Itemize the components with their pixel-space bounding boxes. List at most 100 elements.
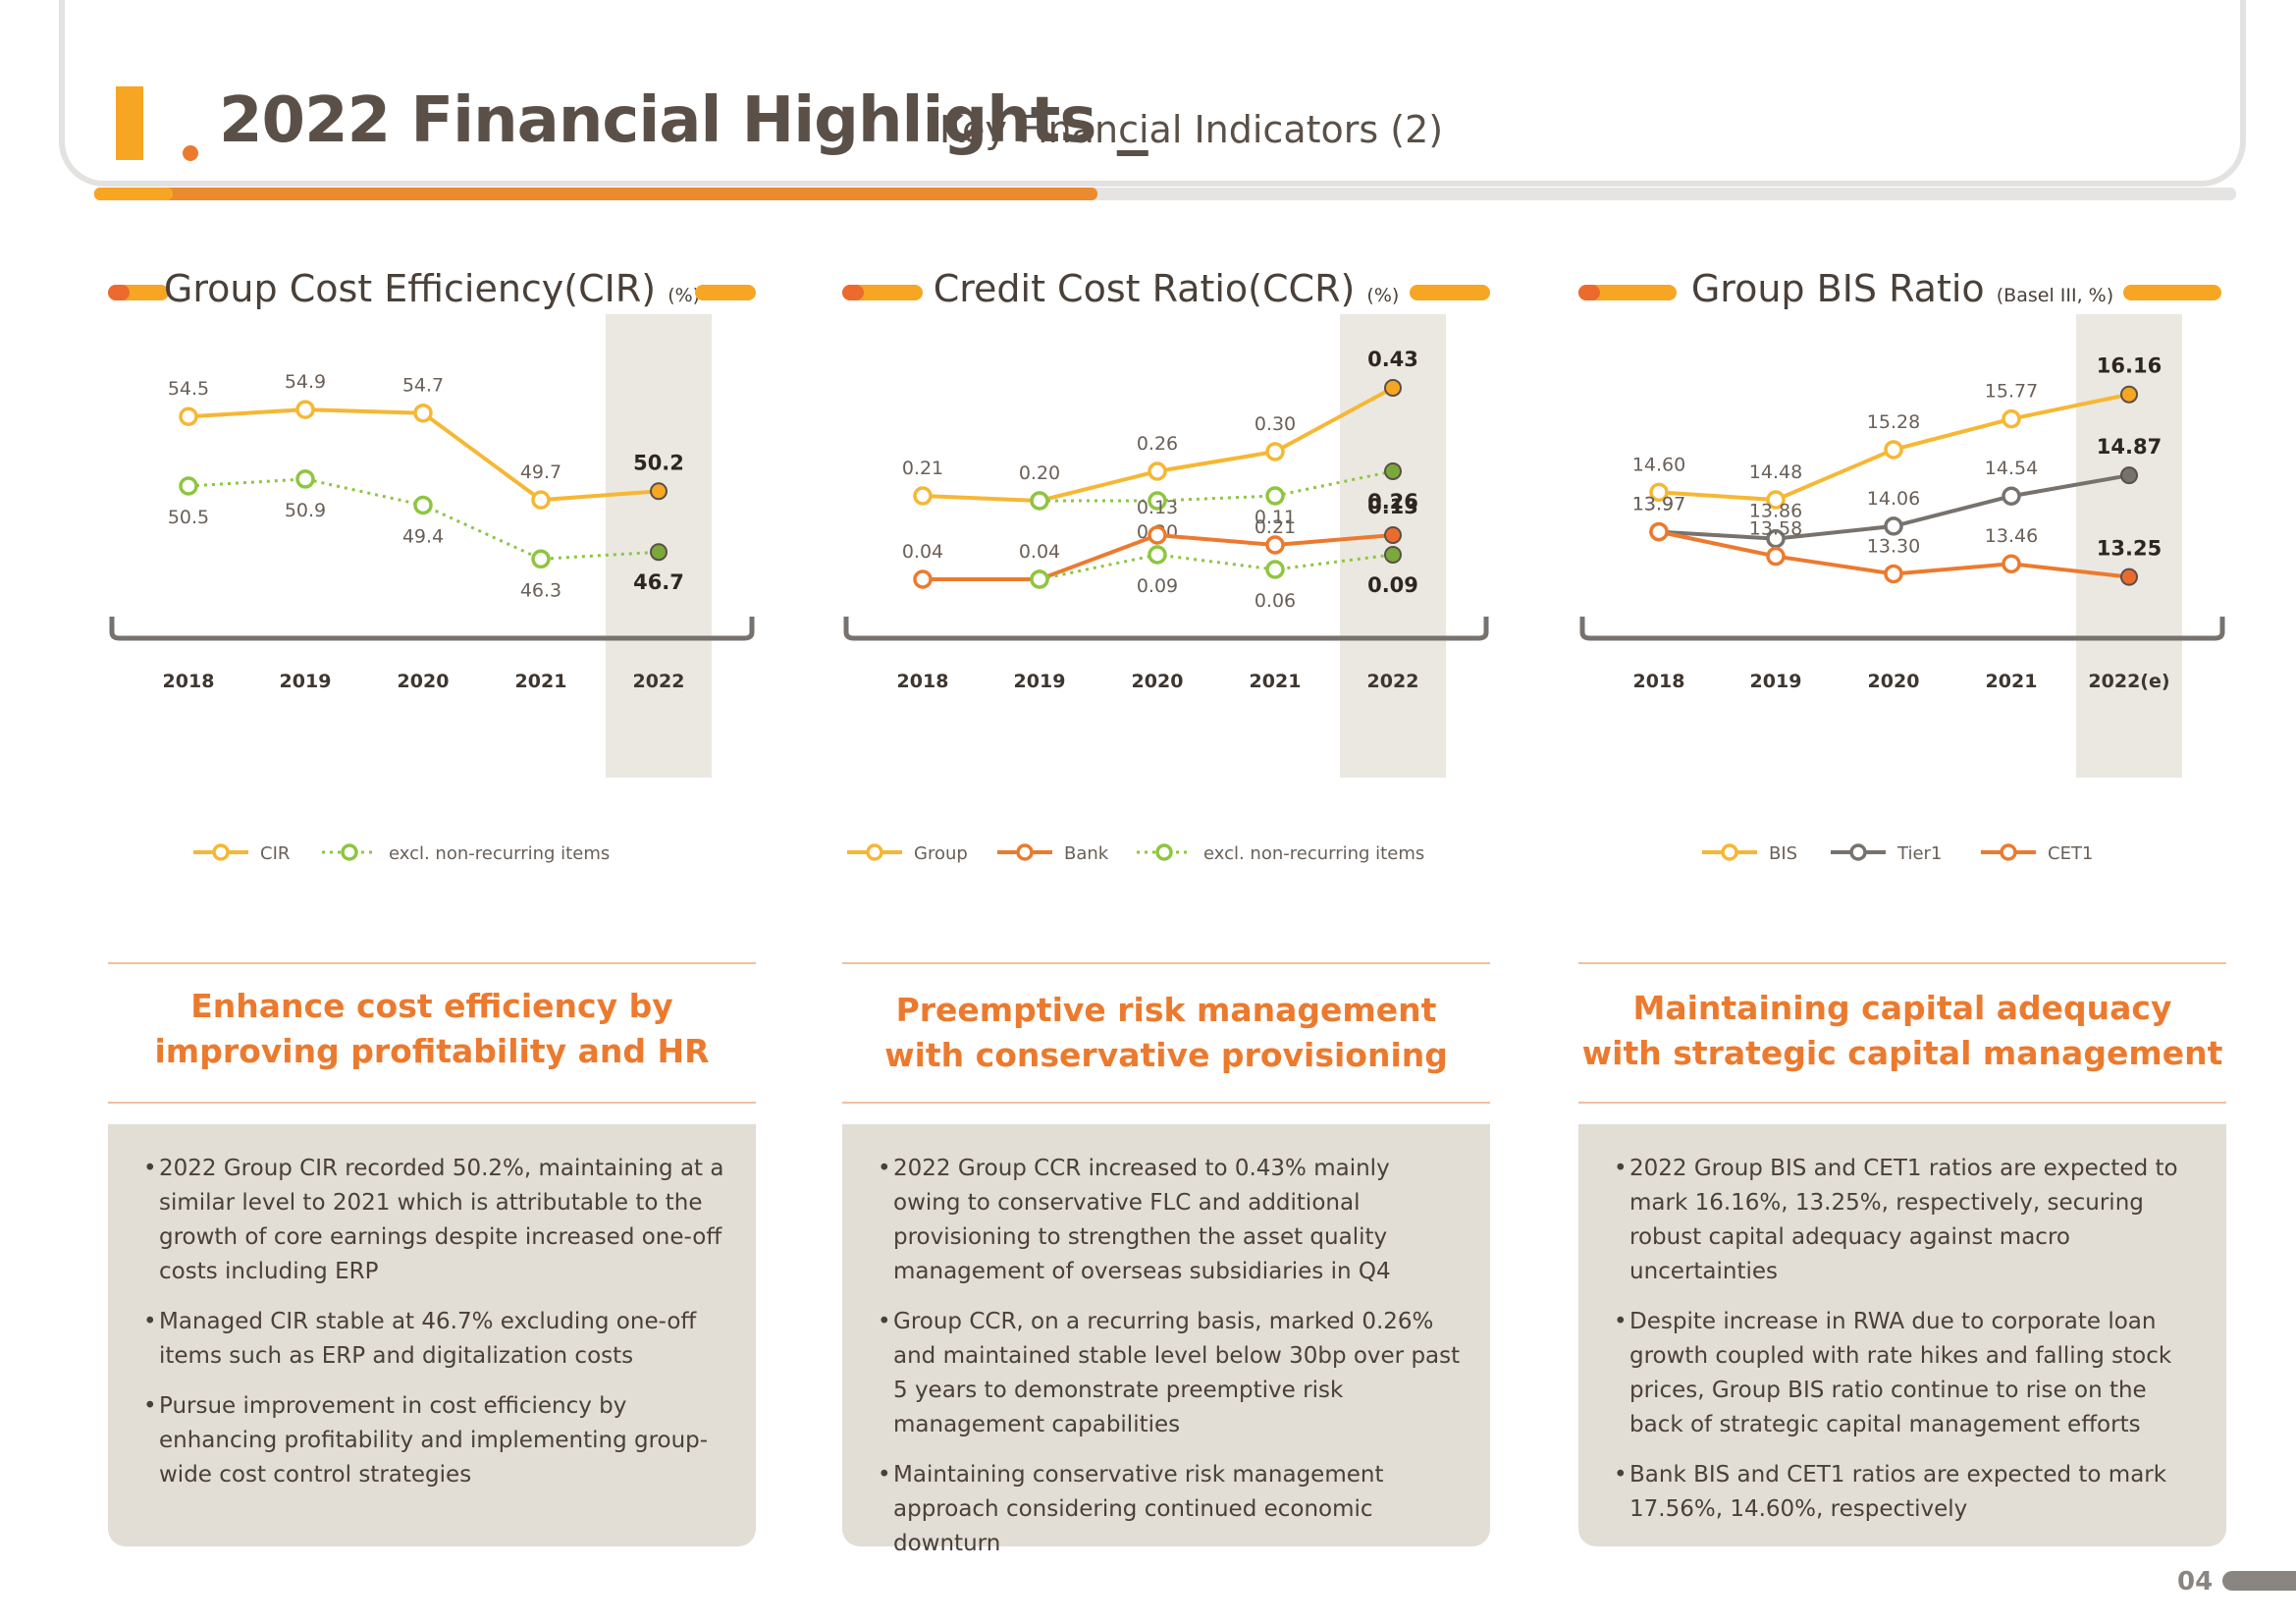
data-point xyxy=(2120,568,2138,586)
panel-title: Group Cost Efficiency(CIR) (%) xyxy=(108,267,756,310)
data-point xyxy=(1384,462,1402,480)
headline-line-2: with strategic capital management xyxy=(1581,1034,2223,1072)
legend-swatch-marker xyxy=(1016,843,1034,861)
data-label: 13.86 xyxy=(1749,501,1802,522)
page-title: 2022 Financial Highlights _ xyxy=(219,84,1148,157)
data-label: 0.04 xyxy=(1019,541,1060,563)
data-point xyxy=(1265,442,1285,461)
note-item: Managed CIR stable at 46.7% excluding on… xyxy=(143,1305,728,1374)
data-point xyxy=(2002,486,2021,506)
note-item: 2022 Group CCR increased to 0.43% mainly… xyxy=(878,1152,1463,1289)
data-label: 16.16 xyxy=(2097,354,2162,378)
data-point xyxy=(295,400,315,419)
x-tick-label: 2020 xyxy=(1132,671,1184,692)
data-point xyxy=(913,486,933,506)
data-label: 49.4 xyxy=(402,525,444,547)
panel-title: Credit Cost Ratio(CCR) (%) xyxy=(842,267,1490,310)
series-line xyxy=(187,407,660,503)
x-tick-label: 2020 xyxy=(398,671,450,692)
data-label: 13.97 xyxy=(1632,494,1685,515)
data-label: 15.28 xyxy=(1867,411,1920,433)
panel-title-unit: (%) xyxy=(667,285,701,306)
header-frame xyxy=(59,0,2246,187)
legend-swatch-marker xyxy=(212,843,230,861)
x-tick-label: 2018 xyxy=(1633,671,1685,692)
headline-line-2: improving profitability and HR xyxy=(154,1032,710,1070)
panel-notes: 2022 Group BIS and CET1 ratios are expec… xyxy=(1578,1124,2226,1546)
legend-label: CET1 xyxy=(2048,843,2093,864)
note-item: 2022 Group BIS and CET1 ratios are expec… xyxy=(1614,1152,2199,1289)
panel-title: Group BIS Ratio (Basel III, %) xyxy=(1578,267,2226,310)
title-pill-left xyxy=(108,285,169,300)
legend-swatch-marker xyxy=(1849,843,1867,861)
legend-label: Group xyxy=(914,843,968,864)
data-point xyxy=(2120,385,2138,404)
title-pill-left xyxy=(1578,285,1677,300)
x-tick-label: 2019 xyxy=(1014,671,1066,692)
data-point xyxy=(1384,546,1402,564)
data-label: 0.09 xyxy=(1137,575,1178,597)
data-point xyxy=(650,543,667,562)
data-label: 54.7 xyxy=(402,375,444,397)
title-accent-dot xyxy=(183,145,198,161)
data-point xyxy=(1265,486,1285,506)
x-tick-label: 2022 xyxy=(633,671,685,692)
cir-chart: 2018 2019 2020 2021 2022 54.5 54.9 54.7 49.7 50.2… xyxy=(109,314,755,864)
legend-swatch-marker xyxy=(866,843,883,861)
data-label: 0.26 xyxy=(1137,433,1178,455)
x-tick-label: 2022 xyxy=(1367,671,1419,692)
data-point xyxy=(1265,535,1285,555)
bis-chart: 2018 2019 2020 2021 2022(e) 14.60 14.48 15.28 15… xyxy=(1579,314,2225,864)
data-point xyxy=(1884,564,1903,584)
data-label: 54.5 xyxy=(168,378,209,400)
x-tick-label: 2021 xyxy=(515,671,567,692)
data-point xyxy=(1884,516,1903,536)
header-progress-fill xyxy=(94,188,1097,200)
data-label: 54.9 xyxy=(285,371,326,393)
data-label: 0.21 xyxy=(1255,516,1296,538)
x-axis-bracket xyxy=(1579,617,2225,641)
data-label: 0.43 xyxy=(1367,348,1418,371)
data-point xyxy=(179,476,198,496)
data-point xyxy=(413,495,433,515)
data-label: 13.58 xyxy=(1749,518,1802,540)
title-pill-right xyxy=(1410,285,1490,300)
data-label: 50.2 xyxy=(633,451,684,474)
page-subtitle: Key Financial Indicators (2) xyxy=(939,108,1444,151)
panel-ccr: Credit Cost Ratio(CCR) (%) 2018 2019 2020 2… xyxy=(842,245,1490,1561)
data-label: 14.06 xyxy=(1867,488,1920,510)
legend-label: BIS xyxy=(1769,843,1797,864)
data-label: 0.09 xyxy=(1367,573,1418,597)
x-axis-bracket xyxy=(843,617,1489,641)
panel-bis: Group BIS Ratio (Basel III, %) 2018 2019 2… xyxy=(1578,245,2226,1561)
page-number: 04 xyxy=(2177,1567,2214,1597)
legend-label: Bank xyxy=(1064,843,1109,864)
x-axis-bracket xyxy=(109,617,755,641)
x-tick-label: 2018 xyxy=(897,671,949,692)
legend-label: Tier1 xyxy=(1896,843,1942,864)
ccr-chart: 2018 2019 2020 2021 2022 0.21 0.20 0.26 0.30 0.43… xyxy=(843,314,1489,864)
headline-line-1: Preemptive risk management xyxy=(895,991,1437,1029)
data-point xyxy=(650,482,667,501)
data-label: 0.30 xyxy=(1255,413,1296,435)
x-tick-label: 2018 xyxy=(163,671,215,692)
data-point xyxy=(413,403,433,423)
data-label: 46.7 xyxy=(633,570,684,594)
data-label: 13.30 xyxy=(1867,535,1920,557)
panel-title-unit: (Basel III, %) xyxy=(1996,285,2114,306)
panel-cir: Group Cost Efficiency(CIR) (%) 2018 2019 2… xyxy=(108,245,756,1561)
panel-title-text: Credit Cost Ratio(CCR) xyxy=(933,267,1356,310)
panel-headline: Enhance cost efficiency by improving pro… xyxy=(108,962,756,1104)
data-point xyxy=(1384,526,1402,544)
note-item: 2022 Group CIR recorded 50.2%, maintaini… xyxy=(143,1152,728,1289)
title-pill-left xyxy=(842,285,923,300)
data-point xyxy=(1148,545,1167,565)
data-point xyxy=(531,549,551,569)
data-label: 13.46 xyxy=(1985,525,2038,547)
page-tab xyxy=(2222,1571,2296,1591)
data-label: 0.20 xyxy=(1019,462,1060,484)
data-point xyxy=(1148,491,1167,511)
data-point xyxy=(1030,569,1049,589)
note-item: Despite increase in RWA due to corporate… xyxy=(1614,1305,2199,1442)
data-label: 14.54 xyxy=(1985,458,2038,479)
